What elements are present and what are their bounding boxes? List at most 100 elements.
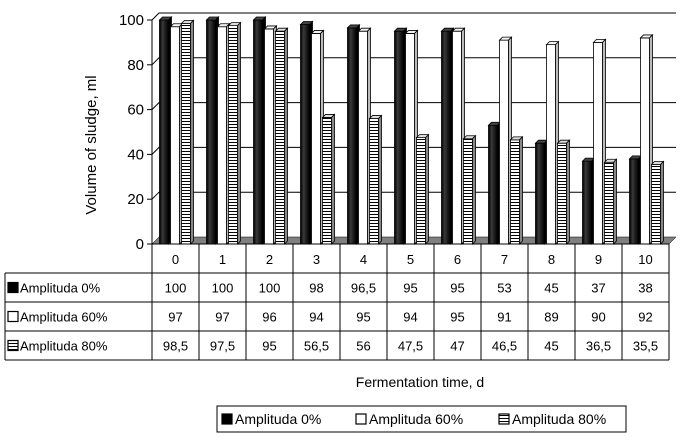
y-tick-label: 60 (127, 102, 144, 119)
x-tick-label: 8 (548, 252, 555, 267)
bar-s1-0 (169, 22, 184, 245)
data-label: 56,5 (304, 339, 329, 354)
data-label: 95 (356, 310, 370, 325)
table-series-name: Amplituda 60% (20, 310, 108, 325)
x-tick-label: 2 (266, 252, 273, 267)
y-tick-label: 0 (136, 236, 144, 253)
bar-s0-4 (346, 23, 361, 245)
x-tick-label: 6 (454, 252, 461, 267)
x-tick-label: 3 (313, 252, 320, 267)
x-axis-title: Fermentation time, d (356, 374, 484, 390)
bar-s0-9 (581, 157, 596, 245)
bar-s1-5 (404, 29, 419, 245)
data-label: 95 (403, 281, 417, 296)
data-label: 47 (450, 339, 464, 354)
x-tick-label: 9 (595, 252, 602, 267)
bar-s2-10 (650, 160, 665, 245)
bar-s0-2 (252, 16, 267, 245)
bar-s0-6 (440, 27, 455, 245)
data-label: 96 (262, 310, 276, 325)
gridline (151, 12, 676, 21)
data-label: 97 (215, 310, 229, 325)
data-label: 97,5 (210, 339, 235, 354)
legend: Amplituda 0% Amplituda 60% Amplituda 80% (216, 405, 627, 433)
x-tick-label: 0 (172, 252, 179, 267)
bar-s1-2 (263, 24, 278, 245)
data-label: 94 (403, 310, 417, 325)
bar-s0-0 (158, 16, 173, 245)
data-label: 96,5 (351, 281, 376, 296)
legend-label: Amplituda 0% (235, 411, 321, 427)
x-tick-label: 5 (407, 252, 414, 267)
legend-key (7, 339, 19, 352)
data-label: 46,5 (492, 339, 517, 354)
legend-key (221, 413, 233, 425)
data-label: 95 (450, 281, 464, 296)
data-label: 98,5 (163, 339, 188, 354)
bar-s2-7 (509, 135, 524, 245)
bar-s2-4 (368, 114, 383, 245)
data-label: 56 (356, 339, 370, 354)
data-label: 95 (262, 339, 276, 354)
data-label: 98 (309, 281, 323, 296)
bar-s1-7 (498, 36, 513, 245)
bar-s0-7 (487, 121, 502, 245)
bar-s1-8 (545, 40, 560, 245)
data-label: 45 (544, 281, 558, 296)
table-series-name: Amplituda 0% (20, 281, 101, 296)
data-label: 89 (544, 310, 558, 325)
data-label: 97 (168, 310, 182, 325)
data-label: 53 (497, 281, 511, 296)
data-label: 35,5 (633, 339, 658, 354)
bar-s1-3 (310, 29, 325, 245)
x-tick-label: 4 (360, 252, 367, 267)
data-label: 47,5 (398, 339, 423, 354)
legend-key (7, 310, 19, 323)
bar-s2-1 (227, 21, 242, 245)
bar-s2-6 (462, 134, 477, 245)
bar-s0-10 (628, 154, 643, 245)
data-label: 45 (544, 339, 558, 354)
legend-label: Amplituda 80% (512, 411, 606, 427)
bar-s1-10 (639, 33, 654, 245)
y-tick-label: 20 (127, 191, 144, 208)
y-axis-title: Volume of sludge, ml (83, 75, 100, 214)
data-label: 100 (259, 281, 281, 296)
data-label: 91 (497, 310, 511, 325)
data-label: 94 (309, 310, 323, 325)
bar-s0-8 (534, 139, 549, 245)
bar-s0-1 (205, 16, 220, 245)
bar-s1-6 (451, 27, 466, 245)
x-tick-label: 7 (501, 252, 508, 267)
legend-label: Amplituda 60% (369, 411, 463, 427)
data-label: 36,5 (586, 339, 611, 354)
bar-s1-9 (592, 38, 607, 245)
bar-s0-5 (393, 27, 408, 245)
bar-s2-3 (321, 113, 336, 245)
bar-s2-0 (180, 19, 195, 245)
y-tick-label: 80 (127, 57, 144, 74)
data-label: 100 (212, 281, 234, 296)
data-label: 100 (165, 281, 187, 296)
y-tick-label: 100 (119, 12, 144, 29)
bar-s2-8 (556, 139, 571, 245)
legend-key (355, 413, 367, 425)
bar-s1-1 (216, 22, 231, 245)
bar-s2-2 (274, 27, 289, 245)
bar-s2-5 (415, 133, 430, 245)
legend-box (216, 405, 627, 433)
data-label: 37 (591, 281, 605, 296)
x-tick-label: 10 (638, 252, 652, 267)
bar-s1-4 (357, 27, 372, 245)
legend-key (498, 413, 510, 425)
data-label: 95 (450, 310, 464, 325)
data-label: 92 (638, 310, 652, 325)
bar-s2-9 (603, 158, 618, 245)
x-tick-label: 1 (219, 252, 226, 267)
y-tick-label: 40 (127, 146, 144, 163)
data-label: 90 (591, 310, 605, 325)
data-label: 38 (638, 281, 652, 296)
bar-s0-3 (299, 20, 314, 245)
table-series-name: Amplituda 80% (20, 339, 108, 354)
